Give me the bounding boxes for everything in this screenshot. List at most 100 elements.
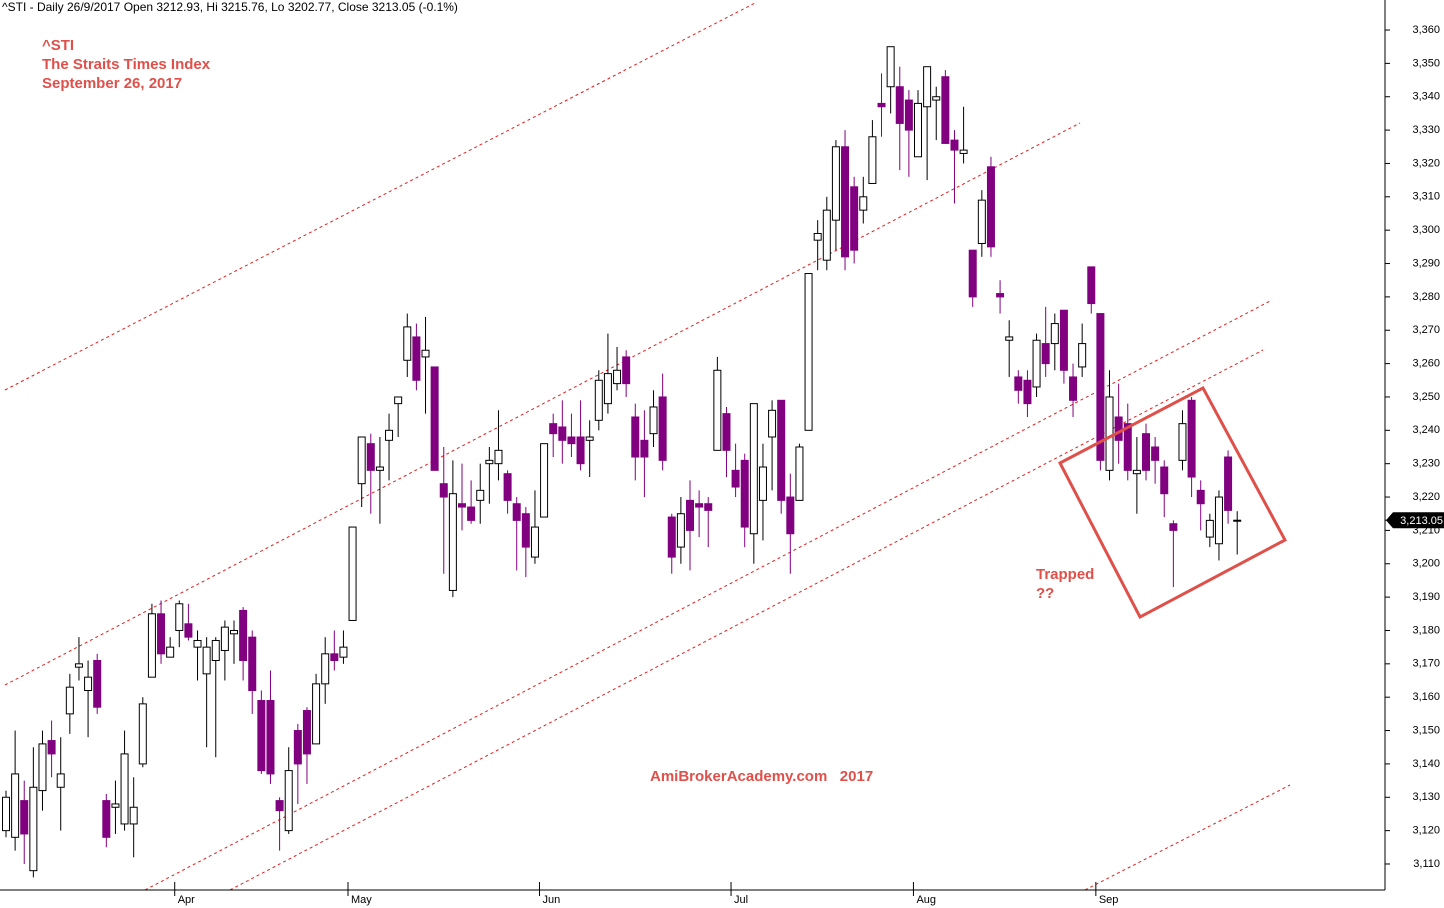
candle-body	[330, 653, 339, 661]
candle-body	[248, 636, 257, 692]
y-tick-label: 3,320	[1412, 157, 1440, 169]
candle-body	[403, 326, 412, 361]
candle-body	[2, 796, 10, 832]
candle-body	[485, 459, 494, 465]
candle-body	[841, 146, 850, 258]
candle-body	[1196, 489, 1205, 505]
y-tick-label: 3,130	[1412, 791, 1440, 803]
candle-body	[576, 436, 585, 465]
candle-body	[439, 483, 448, 498]
candle-body	[1069, 376, 1078, 401]
y-tick-label: 3,180	[1412, 624, 1440, 636]
candle-body	[530, 526, 539, 558]
candle-body	[1105, 396, 1114, 471]
trend-lines	[4, 1, 1291, 891]
y-tick-label: 3,310	[1412, 191, 1440, 203]
candle-body	[476, 489, 485, 501]
y-tick-label: 3,170	[1412, 658, 1440, 670]
trend-line	[4, 122, 1081, 686]
candle-body	[968, 249, 977, 298]
y-tick-label: 3,110	[1413, 858, 1440, 870]
axis-layer: 3,110 3,120 3,130 3,140 3,150 3,160 3,170 3,180…	[174, 24, 1444, 906]
candle-body	[549, 423, 558, 435]
candle-body	[184, 623, 193, 638]
candle-body	[859, 196, 868, 211]
candle-body	[640, 439, 649, 458]
watermark: AmiBrokerAcademy.com 2017	[650, 768, 873, 785]
candle-body	[512, 503, 521, 521]
candle-body	[458, 503, 466, 508]
candle-body	[603, 373, 612, 405]
candle-body	[157, 613, 166, 655]
candle-body	[749, 403, 758, 535]
candle-body	[1178, 423, 1187, 461]
candle-body	[366, 443, 375, 471]
y-tick-label: 3,250	[1412, 391, 1440, 403]
candle-body	[622, 356, 631, 385]
candle-body	[613, 369, 622, 385]
candle-body	[868, 136, 877, 184]
candle-body	[47, 740, 56, 755]
candle-body	[667, 516, 676, 558]
candle-body	[813, 233, 822, 241]
candle-body	[312, 683, 321, 745]
candle-body	[1050, 323, 1059, 345]
candle-body	[886, 46, 895, 88]
candle-body	[977, 199, 986, 245]
candle-body	[1160, 466, 1169, 495]
y-tick-label: 3,240	[1412, 424, 1440, 436]
candle-body	[220, 626, 229, 651]
trend-line	[229, 349, 1264, 891]
candle-body	[202, 646, 211, 675]
candle-body	[503, 473, 512, 501]
y-tick-label: 3,200	[1412, 558, 1440, 570]
candle-body	[293, 730, 302, 765]
candle-body	[166, 646, 175, 658]
candle-body	[448, 493, 457, 591]
candle-body	[239, 609, 248, 661]
candle-body	[211, 639, 220, 661]
candle-body	[1014, 376, 1023, 391]
x-tick-label: Jun	[543, 894, 561, 906]
candle-body	[275, 800, 284, 812]
candle-body	[1078, 343, 1087, 368]
trap-box	[1057, 385, 1288, 620]
candle-body	[38, 743, 47, 792]
y-tick-label: 3,290	[1412, 257, 1440, 269]
candle-body	[421, 349, 430, 358]
candle-body	[585, 436, 594, 441]
y-tick-label: 3,360	[1412, 24, 1440, 36]
x-tick-label: Apr	[178, 894, 195, 906]
annotation: ??	[1036, 585, 1054, 602]
candle-body	[129, 806, 138, 825]
candle-body	[1205, 519, 1214, 538]
candle-body	[230, 629, 238, 635]
candle-body	[56, 773, 65, 788]
candle-body	[649, 406, 658, 435]
y-tick-label: 3,300	[1412, 224, 1440, 236]
candle-body	[895, 86, 904, 124]
candle-body	[193, 639, 202, 648]
candles	[2, 46, 1242, 878]
candle-body	[357, 436, 366, 485]
candle-body	[804, 273, 813, 431]
candle-body	[768, 409, 777, 438]
candle-body	[1005, 336, 1014, 341]
candle-body	[430, 366, 439, 471]
candle-body	[850, 186, 859, 251]
candle-body	[284, 770, 293, 832]
candle-body	[740, 459, 749, 528]
candle-body	[467, 506, 476, 521]
candle-body	[412, 336, 421, 381]
x-tick-label: Sep	[1099, 894, 1119, 906]
annotation: September 26, 2017	[42, 75, 182, 92]
last-price-label: 3,213.05	[1400, 515, 1443, 527]
trend-line	[1084, 784, 1291, 891]
candle-body	[120, 753, 129, 825]
candle-body	[93, 659, 102, 708]
y-tick-label: 3,190	[1412, 591, 1440, 603]
candle-body	[567, 436, 576, 445]
y-tick-label: 3,220	[1412, 491, 1440, 503]
